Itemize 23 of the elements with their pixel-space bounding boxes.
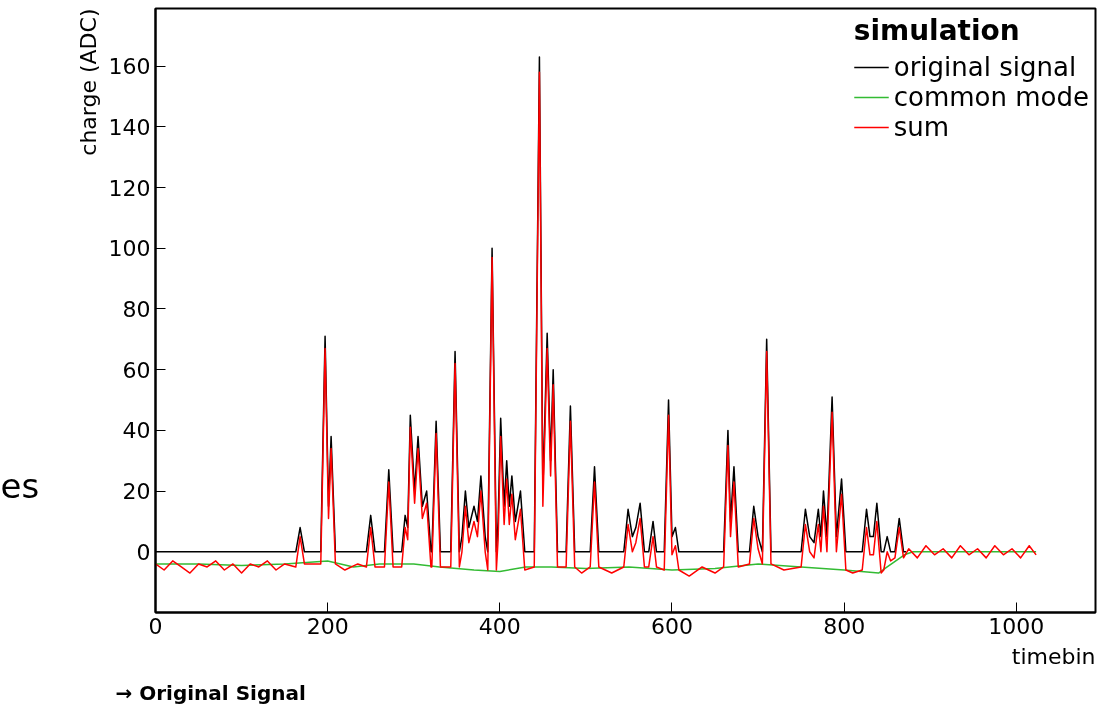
text: es: [0, 466, 40, 507]
x-tick-label: 400: [478, 613, 521, 639]
x-tick-label: 200: [306, 613, 349, 639]
line-series: [155, 551, 1037, 574]
x-axis-title: timebin: [1011, 643, 1096, 669]
y-tick-label: 60: [122, 357, 151, 383]
y-axis-title: charge (ADC): [75, 8, 101, 156]
x-tick-label: 600: [650, 613, 693, 639]
x-tick-label: 800: [823, 613, 866, 639]
y-tick-label: 100: [108, 236, 151, 262]
text: → Original Signal: [115, 680, 306, 705]
legend-label: common mode: [893, 82, 1089, 112]
legend-title: simulation: [853, 14, 1021, 47]
y-tick-label: 40: [122, 418, 151, 444]
y-tick-label: 0: [136, 539, 151, 565]
y-tick-label: 20: [122, 479, 151, 505]
y-tick-label: 120: [108, 175, 151, 201]
x-tick-label: 1000: [988, 613, 1045, 639]
legend-label: sum: [893, 112, 950, 142]
y-tick-label: 140: [108, 114, 151, 140]
y-tick-label: 160: [108, 54, 151, 80]
y-tick-label: 80: [122, 296, 151, 322]
legend-label: original signal: [893, 52, 1077, 82]
